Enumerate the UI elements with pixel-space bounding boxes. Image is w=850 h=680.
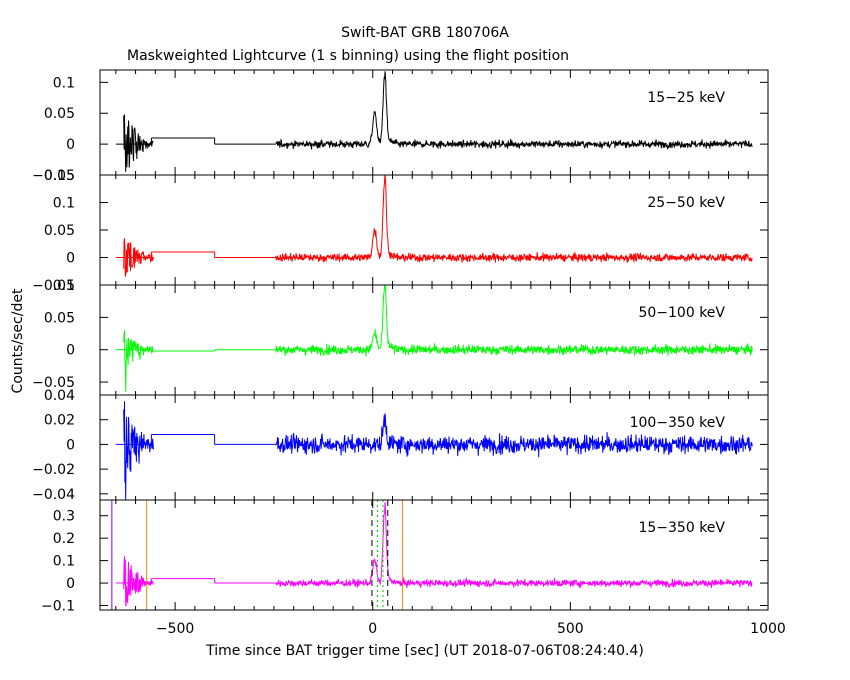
y-tick-label: 0 (66, 576, 75, 592)
y-tick-label: 0.05 (44, 223, 75, 239)
y-tick-label: −0.05 (32, 168, 75, 184)
x-tick-label: 1000 (750, 621, 786, 637)
band-label: 50−100 keV (638, 305, 725, 321)
band-label: 15−350 keV (638, 520, 725, 536)
x-tick-label: 0 (368, 621, 377, 637)
y-tick-label: 0.05 (44, 106, 75, 122)
panel-data-2 (115, 285, 753, 392)
series-line-1 (275, 175, 753, 264)
y-tick-label: −0.05 (32, 375, 75, 391)
series-line-1 (275, 285, 753, 357)
y-tick-label: 0 (66, 251, 75, 267)
panel-frame (99, 284, 769, 396)
y-tick-label: 0.1 (53, 554, 75, 570)
y-tick-label: 0 (66, 343, 75, 359)
y-tick-label: 0.1 (53, 75, 75, 91)
x-tick-label: −500 (156, 621, 194, 637)
series-line-0 (123, 238, 154, 277)
x-tick-label: 500 (557, 621, 584, 637)
series-line-0 (123, 114, 154, 172)
series-line-0 (123, 556, 154, 607)
series-line-1 (275, 502, 753, 589)
panel-frame (99, 499, 769, 611)
panel-data-3 (115, 401, 753, 500)
y-tick-label: 0.1 (53, 278, 75, 294)
y-tick-label: 0.02 (44, 413, 75, 429)
y-tick-label: 0.3 (53, 509, 75, 525)
y-tick-label: 0 (66, 437, 75, 453)
series-line-0 (123, 401, 154, 500)
panel-4: −0.1 0 0.1 0.2 0.3 15−350 keV (41, 499, 769, 615)
panel-3: −0.04 −0.02 0 0.02 0.04 100−350 keV (32, 388, 769, 503)
series-line-0 (123, 330, 154, 392)
y-tick-label: 0.15 (44, 168, 75, 184)
series-line-1 (275, 71, 753, 150)
y-axis-label: Counts/sec/det (10, 288, 26, 393)
y-tick-label: −0.04 (32, 487, 75, 503)
band-label: 25−50 keV (647, 195, 725, 211)
y-tick-label: 0.05 (44, 310, 75, 326)
x-axis-label: Time since BAT trigger time [sec] (UT 20… (205, 643, 644, 659)
panel-frame (99, 69, 769, 176)
panels-group: −0.05 0 0.05 0.1 15−25 keV −0.05 0 0.05 0.1 0.15 2… (32, 69, 786, 637)
y-tick-label: −0.02 (32, 462, 75, 478)
panel-data-1 (115, 175, 753, 277)
chart-subtitle: Maskweighted Lightcurve (1 s binning) us… (127, 48, 569, 64)
y-tick-label: 0.1 (53, 196, 75, 212)
y-tick-label: −0.05 (32, 278, 75, 294)
y-tick-label: −0.1 (41, 599, 75, 615)
chart-title: Swift-BAT GRB 180706A (341, 25, 509, 41)
y-tick-label: 0.2 (53, 531, 75, 547)
band-label: 15−25 keV (647, 90, 725, 106)
band-label: 100−350 keV (630, 415, 726, 431)
y-tick-label: 0 (66, 137, 75, 153)
series-line-1 (275, 413, 753, 458)
panel-data-0 (115, 71, 753, 172)
panel-0: −0.05 0 0.05 0.1 15−25 keV (32, 69, 769, 184)
panel-2: −0.05 0 0.05 0.1 50−100 keV (32, 278, 769, 396)
panel-data-4 (111, 500, 753, 610)
y-tick-label: 0.04 (44, 388, 75, 404)
panel-frame (99, 174, 769, 286)
panel-1: −0.05 0 0.05 0.1 0.15 25−50 keV (32, 168, 769, 294)
